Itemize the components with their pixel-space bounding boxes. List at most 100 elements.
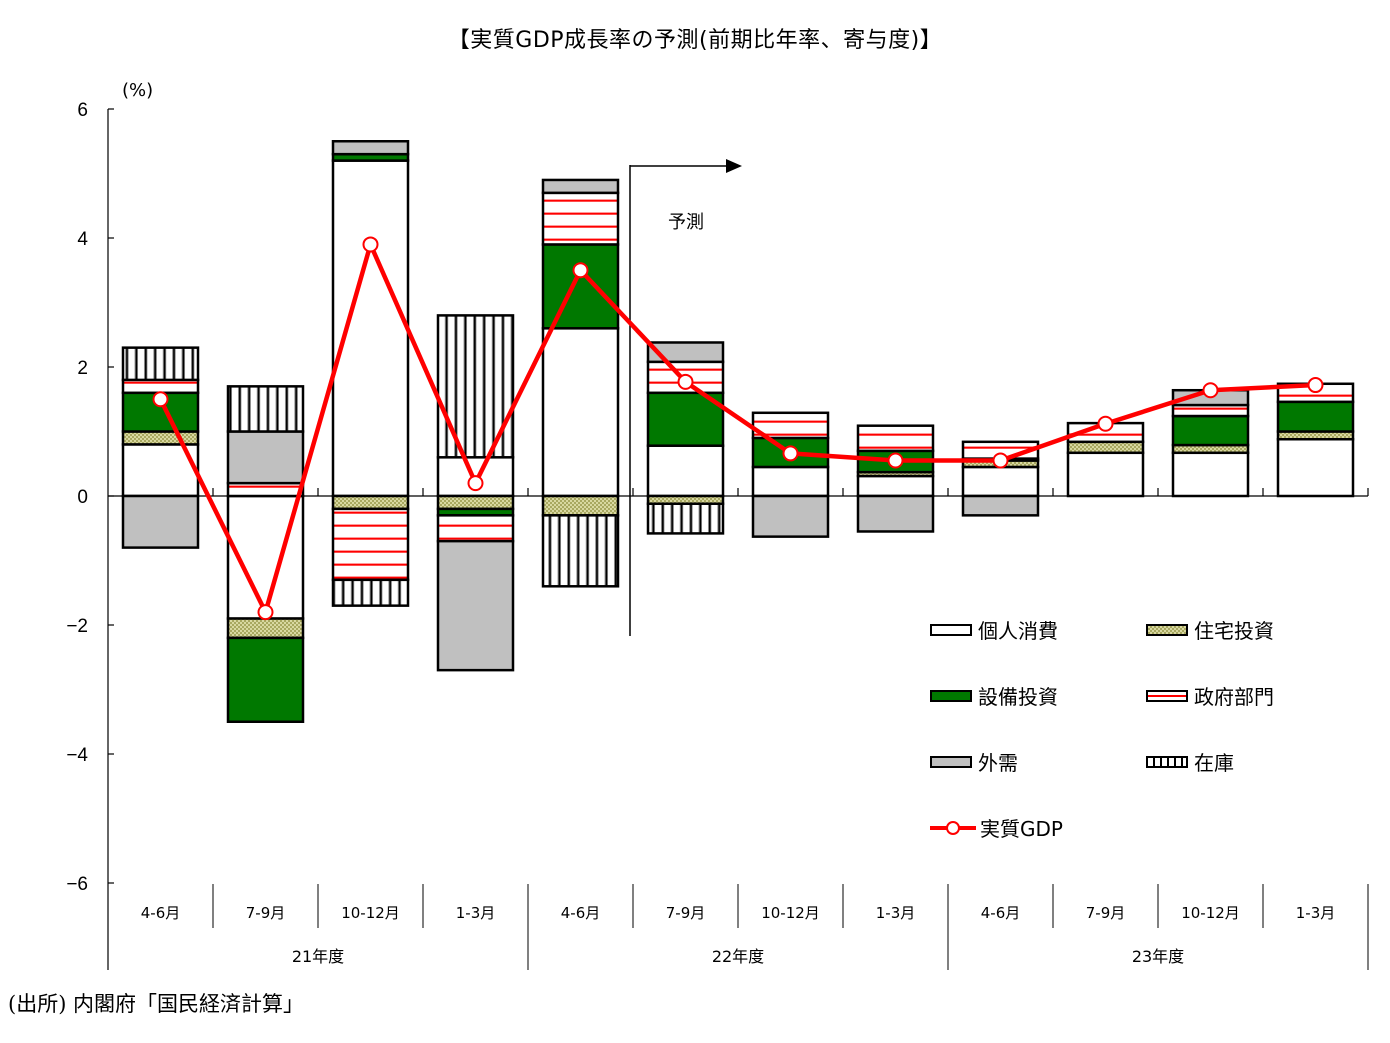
bar-segment-housing (1066, 440, 1145, 455)
gdp-marker (887, 452, 904, 469)
legend-item-housing: 住宅投資 (1146, 615, 1274, 644)
x-category-label: 10-12月 (341, 904, 400, 922)
bar-segment-government (541, 191, 620, 246)
gdp-marker (362, 236, 379, 253)
y-tick-label: 2 (77, 358, 88, 379)
bar-segment-housing (226, 617, 305, 640)
gdp-marker (1202, 382, 1219, 399)
bar-segment-capex (1171, 414, 1250, 447)
gdp-marker (992, 452, 1009, 469)
bar-segment-government (226, 481, 305, 498)
legend-item-capex: 設備投資 (930, 681, 1058, 710)
bar-segment-inventory (541, 514, 620, 588)
forecast-annotation: 予測 (668, 212, 704, 233)
legend-item-government: 政府部門 (1146, 681, 1274, 710)
gdp-line-series (152, 236, 1324, 621)
bar-segment-external (646, 341, 725, 364)
bar-segment-inventory (646, 502, 725, 535)
bar-segment-housing (541, 494, 620, 517)
gdp-marker (1307, 377, 1324, 394)
bar-segment-inventory (121, 346, 200, 382)
gdp-marker (782, 445, 799, 462)
bar-segment-inventory (226, 385, 305, 433)
y-tick-label: −2 (66, 616, 88, 637)
legend-label: 設備投資 (978, 685, 1058, 709)
bar-segment-inventory (331, 578, 410, 607)
gdp-line (158, 242, 1316, 615)
gdp-marker (1097, 415, 1114, 432)
legend-swatch-government (1146, 689, 1188, 702)
legend-item-inventory: 在庫 (1146, 747, 1234, 776)
bar-segment-housing (331, 494, 410, 511)
legend-label: 外需 (978, 751, 1018, 775)
bar-segment-external (541, 178, 620, 195)
y-tick-label: 0 (77, 487, 88, 508)
bar-segment-government (331, 507, 410, 582)
axes: 6 4 2 0 −2 −4 −6 (66, 100, 1369, 970)
gdp-marker (467, 475, 484, 492)
legend-label: 政府部門 (1194, 685, 1274, 709)
bar-segment-capex (646, 391, 725, 447)
bar-segment-external (751, 494, 830, 538)
bar-segment-external (436, 539, 515, 672)
bar-segment-consumption (646, 444, 725, 498)
bar-segment-consumption (1171, 451, 1250, 498)
bar-segment-capex (226, 636, 305, 724)
x-category-label: 4-6月 (981, 904, 1021, 922)
bar-segment-government (856, 424, 935, 453)
legend-line-marker-icon (930, 820, 976, 835)
legend-item-external: 外需 (930, 747, 1018, 776)
x-category-label: 7-9月 (246, 904, 286, 922)
gdp-marker (257, 604, 274, 621)
y-tick-label: 6 (77, 100, 88, 121)
x-category-label: 4-6月 (141, 904, 181, 922)
legend-item-consumption: 個人消費 (930, 615, 1058, 644)
x-category-label: 10-12月 (761, 904, 820, 922)
x-category-label: 1-3月 (1296, 904, 1336, 922)
chart-title: 【実質GDP成長率の予測(前期比年率、寄与度)】 (447, 28, 943, 53)
legend-label: 実質GDP (980, 817, 1063, 841)
legend-swatch-external (930, 755, 972, 768)
legend-swatch-consumption (930, 623, 972, 636)
gdp-marker (677, 373, 694, 390)
stacked-bars (121, 140, 1355, 724)
x-category-label: 10-12月 (1181, 904, 1240, 922)
legend-swatch-capex (930, 689, 972, 702)
legend-item-gdp: 実質GDP (930, 813, 1063, 842)
bar-segment-external (961, 494, 1040, 517)
bar-segment-consumption (751, 465, 830, 498)
bar-segment-external (121, 494, 200, 549)
bar-segment-consumption (1276, 437, 1355, 498)
fiscal-year-label: 23年度 (1132, 947, 1184, 966)
x-category-label: 1-3月 (876, 904, 916, 922)
legend-swatch-housing (1146, 623, 1188, 636)
gdp-marker (572, 262, 589, 279)
bar-segment-government (436, 514, 515, 543)
fiscal-year-label: 22年度 (712, 947, 764, 966)
x-axis-labels: 4-6月 7-9月 10-12月 1-3月 4-6月 7-9月 10-12月 1-3月 4-6月… (141, 884, 1369, 970)
y-tick-label: −6 (66, 874, 88, 895)
legend-label: 在庫 (1194, 751, 1234, 775)
bar-segment-government (121, 378, 200, 395)
x-category-label: 1-3月 (456, 904, 496, 922)
x-category-label: 7-9月 (666, 904, 706, 922)
bar-segment-capex (1276, 400, 1355, 433)
fiscal-year-label: 21年度 (292, 947, 344, 966)
bar-segment-government (1171, 403, 1250, 418)
y-tick-label: −4 (66, 745, 88, 766)
legend-label: 個人消費 (978, 619, 1058, 643)
bar-segment-external (856, 494, 935, 533)
x-category-label: 7-9月 (1086, 904, 1126, 922)
arrow-right-icon (726, 159, 742, 173)
y-tick-label: 4 (77, 229, 88, 250)
bar-segment-external (331, 140, 410, 156)
y-axis-unit: (%) (122, 80, 154, 101)
source-note: (出所) 内閣府「国民経済計算」 (8, 992, 305, 1016)
bar-segment-external (226, 430, 305, 485)
legend-swatch-inventory (1146, 755, 1188, 768)
legend-label: 住宅投資 (1194, 619, 1274, 643)
bar-segment-consumption (1066, 451, 1145, 498)
bar-segment-housing (121, 430, 200, 446)
x-category-label: 4-6月 (561, 904, 601, 922)
